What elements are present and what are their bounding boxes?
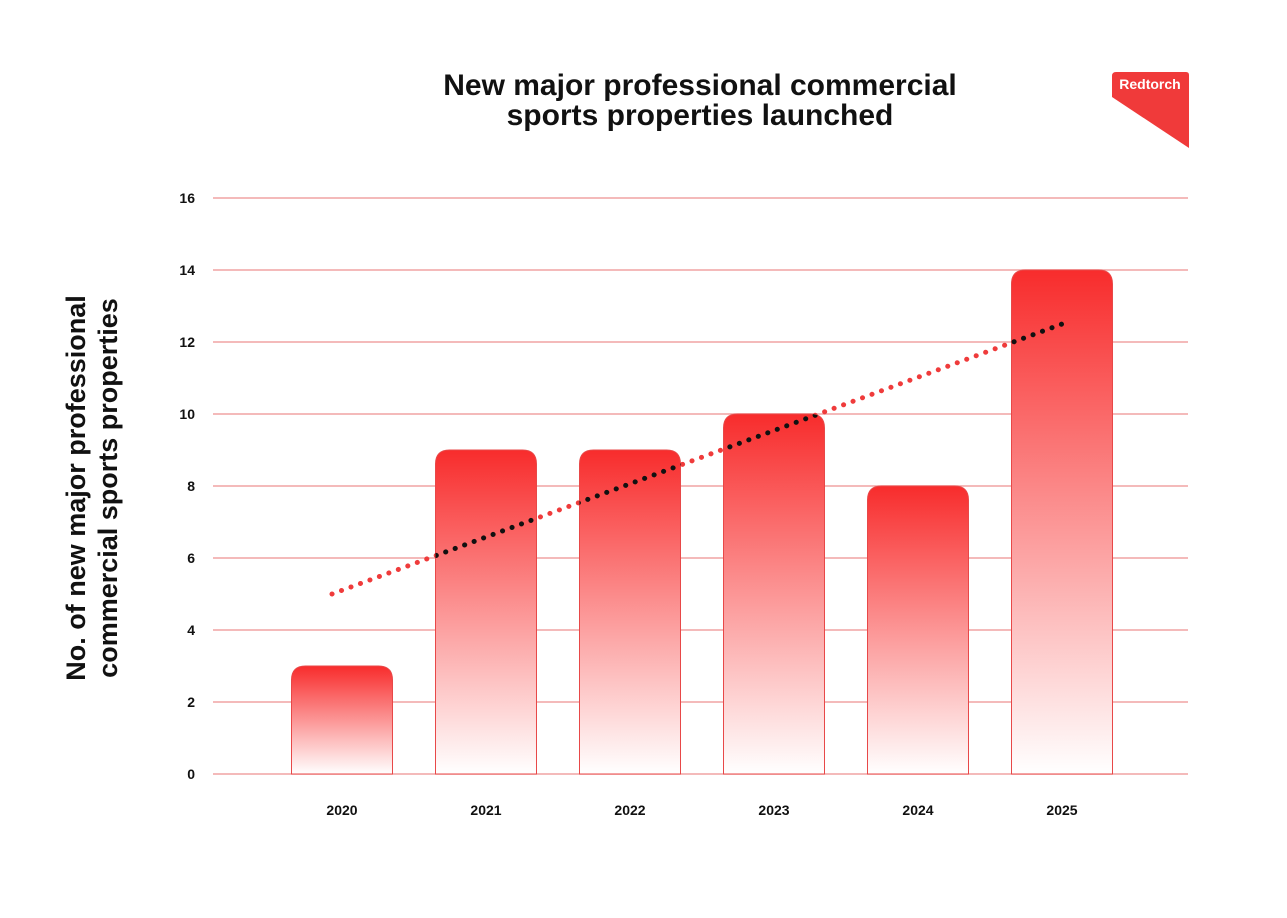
y-tick-label: 2 xyxy=(187,694,195,710)
bar-2025 xyxy=(1011,269,1113,775)
x-tick-label: 2022 xyxy=(614,802,645,818)
x-tick-label: 2023 xyxy=(758,802,789,818)
logo-shape xyxy=(1112,72,1189,148)
y-tick-label: 8 xyxy=(187,478,195,494)
y-tick-label: 16 xyxy=(179,190,195,206)
x-tick-label: 2020 xyxy=(326,802,357,818)
x-tick-label: 2021 xyxy=(470,802,501,818)
y-tick-label: 6 xyxy=(187,550,195,566)
logo-text: Redtorch xyxy=(1119,76,1180,92)
trend-line xyxy=(329,321,1065,597)
y-axis-label-line-1: No. of new major professional xyxy=(61,295,91,681)
x-axis-ticks: 2020 2021 2022 2023 2024 2025 xyxy=(326,802,1077,818)
y-tick-label: 0 xyxy=(187,766,195,782)
bar-2023 xyxy=(723,413,825,775)
y-tick-label: 4 xyxy=(187,622,195,638)
y-axis-ticks: 0 2 4 6 8 10 12 14 16 xyxy=(179,190,195,782)
bars xyxy=(291,269,1113,775)
y-tick-label: 10 xyxy=(179,406,195,422)
bar-2022 xyxy=(579,449,681,775)
x-tick-label: 2025 xyxy=(1046,802,1077,818)
chart-title-line-1: New major professional commercial xyxy=(443,69,957,102)
redtorch-logo: Redtorch xyxy=(1112,72,1189,148)
bar-2021 xyxy=(435,449,537,775)
chart-title-line-2: sports properties launched xyxy=(507,99,894,132)
bar-2020 xyxy=(291,665,393,775)
y-tick-label: 12 xyxy=(179,334,195,350)
y-tick-label: 14 xyxy=(179,262,195,278)
y-axis-label-line-2: commercial sports properties xyxy=(93,298,123,678)
bar-2024 xyxy=(867,485,969,775)
x-tick-label: 2024 xyxy=(902,802,933,818)
